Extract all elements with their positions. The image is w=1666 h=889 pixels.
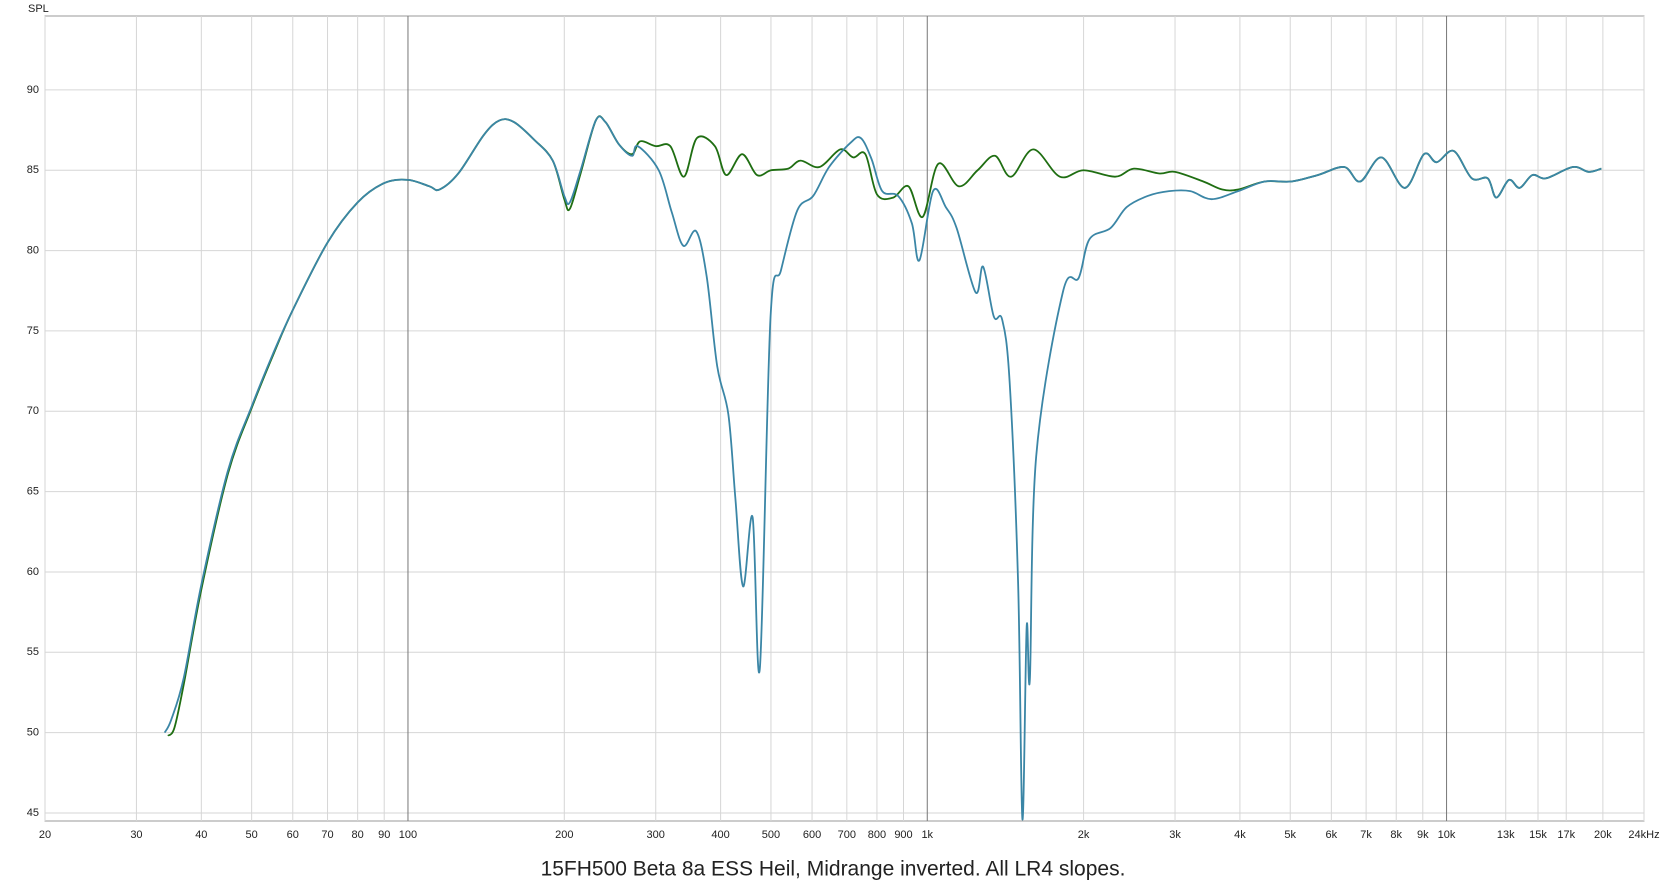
x-tick-label: 13k — [1497, 829, 1515, 841]
x-tick-label: 600 — [803, 829, 821, 841]
x-tick-label: 100 — [399, 829, 417, 841]
x-tick-label: 200 — [555, 829, 573, 841]
x-tick-label: 50 — [246, 829, 258, 841]
y-axis-label: SPL — [28, 3, 49, 15]
x-tick-label: 300 — [647, 829, 665, 841]
x-tick-label: 6k — [1326, 829, 1338, 841]
x-tick-label: 30 — [130, 829, 142, 841]
x-tick-label: 80 — [352, 829, 364, 841]
chart-title: 15FH500 Beta 8a ESS Heil, Midrange inver… — [541, 858, 1126, 881]
plot-area — [44, 15, 1645, 822]
x-tick-label: 8k — [1390, 829, 1402, 841]
y-tick-label: 70 — [27, 405, 39, 417]
x-tick-label: 10k — [1438, 829, 1456, 841]
x-tick-label: 17k — [1557, 829, 1575, 841]
x-tick-label: 2k — [1078, 829, 1090, 841]
x-tick-label: 20 — [39, 829, 51, 841]
y-tick-label: 60 — [27, 566, 39, 578]
x-tick-label: 3k — [1169, 829, 1181, 841]
series-line — [163, 115, 1602, 821]
x-tick-label: 500 — [762, 829, 780, 841]
x-tick-label: 60 — [287, 829, 299, 841]
y-tick-label: 50 — [27, 727, 39, 739]
y-tick-label: 90 — [27, 84, 39, 96]
x-tick-label: 15k — [1529, 829, 1547, 841]
x-tick-label: 700 — [838, 829, 856, 841]
x-tick-label: 400 — [711, 829, 729, 841]
y-tick-label: 80 — [27, 244, 39, 256]
x-tick-label: 1k — [921, 829, 933, 841]
x-tick-label: 4k — [1234, 829, 1246, 841]
x-tick-label: 7k — [1360, 829, 1372, 841]
y-tick-label: 65 — [27, 486, 39, 498]
x-tick-label: 5k — [1284, 829, 1296, 841]
x-tick-label: 24kHz — [1628, 829, 1659, 841]
x-tick-label: 70 — [321, 829, 333, 841]
x-tick-label: 9k — [1417, 829, 1429, 841]
x-tick-label: 40 — [195, 829, 207, 841]
x-tick-label: 20k — [1594, 829, 1612, 841]
x-tick-label: 900 — [894, 829, 912, 841]
y-tick-label: 45 — [27, 807, 39, 819]
y-tick-label: 55 — [27, 646, 39, 658]
x-tick-label: 90 — [378, 829, 390, 841]
y-tick-label: 85 — [27, 164, 39, 176]
x-tick-label: 800 — [868, 829, 886, 841]
y-tick-label: 75 — [27, 325, 39, 337]
